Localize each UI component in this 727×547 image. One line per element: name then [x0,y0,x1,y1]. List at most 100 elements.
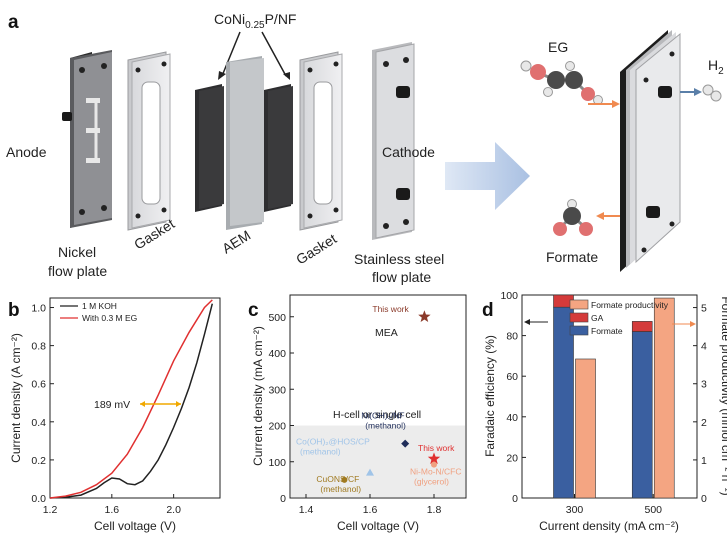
h2-out-arrowhead [694,88,702,96]
chart-b-xtick-label: 1.2 [43,504,58,516]
gasket-right-label: Gasket [293,230,339,267]
chart-b-ytick-label: 1.0 [31,303,46,315]
chart-b-series-line-1 [49,299,213,499]
legend-d-swatch-formate [569,325,589,336]
chart-d-ytick-right-label: 1 [701,455,707,467]
chart-c-xlabel: Cell voltage (V) [337,519,419,533]
catalyst-arrow-right [261,31,287,77]
chart-d-xlabel: Current density (mA cm⁻²) [539,519,679,533]
chart-d-ytick-label: 100 [500,290,518,302]
chart-b-ylabel: Current density (A cm⁻²) [9,333,23,463]
chart-b-series [49,299,214,499]
chart-d-bar-formate [631,331,653,499]
chart-d-ylabel-right: Formate productivity (mmol cm⁻² h⁻¹) [719,296,727,495]
chart-c-ticks: 1.4 1.6 1.8 0 100 200 300 400 500 [268,312,441,516]
legend-d-ga: GA [591,313,604,323]
chart-c-point-sublabel: (glycerol) [414,477,449,487]
chart-c-ytick-label: 0 [280,493,286,505]
formate-label: Formate [546,249,598,265]
aem-label: AEM [219,227,253,257]
chart-d-ytick-right-label: 2 [701,417,707,429]
h2-label: H2 [708,57,724,77]
h2-molecule [702,84,722,102]
legend-b-eg: With 0.3 M EG [82,313,137,323]
chart-d-xtick-label: 300 [566,504,584,516]
panel-b: b 1.2 1.6 2.0 0.0 0.2 0.4 0.6 0.8 1.0 1 M KOH Wi… [8,297,221,533]
legend-d-swatch-productivity [569,299,589,310]
formate-molecule [553,199,593,236]
chart-d-xtick-label: 500 [644,504,662,516]
eg-label: EG [548,39,568,55]
chart-d-ytick-label: 40 [506,412,518,424]
chart-d-frame [521,294,698,499]
process-arrow [445,142,530,210]
electrode-right [264,84,293,212]
chart-c-xtick-label: 1.8 [427,504,442,516]
chart-c-point-circle [431,461,437,468]
chart-c-point-diamond [401,439,410,448]
chart-b-xlabel: Cell voltage (V) [94,519,176,533]
chart-b-ytick-label: 0.4 [31,417,46,429]
assembled-stack [620,30,681,272]
annotation-arrowhead-right [176,401,181,407]
chart-d-left-axis-arrowhead [524,319,530,325]
eg-molecule [520,60,603,105]
chart-d-bar-formate [553,306,574,499]
chart-d-ticks: 0 20 40 60 80 100 0 1 2 3 4 5 [500,290,707,505]
chart-c-xtick-label: 1.4 [299,504,314,516]
chart-c-point-label: This work [372,304,409,314]
chart-d-bar-productivity [653,297,675,499]
chart-d-bars: 300 500 [553,294,675,516]
nickel-plate-line1: Nickel [58,244,96,260]
chart-c-ytick-label: 400 [268,348,286,360]
chart-d-legend: Formate productivity GA Formate [569,299,669,336]
panel-d: d 0 20 40 60 80 100 0 1 2 3 4 5 300 500 Formate prod… [482,290,727,533]
legend-d-swatch-ga [569,312,589,323]
panel-c: c 1.4 1.6 1.8 0 100 200 300 400 500 MEA H-cell o… [248,294,467,533]
chart-c-point-label: This work [418,443,455,453]
nickel-flow-plate [62,50,112,228]
anode-label: Anode [6,144,47,160]
chart-c-point-star [418,310,431,322]
chart-b-ytick-label: 0.2 [31,455,46,467]
chart-b-ytick-label: 0.8 [31,341,46,353]
chart-c-point-label: Ni(OH)₂/NF [361,411,404,421]
chart-d-ytick-label: 20 [506,452,518,464]
steel-plate-line1: Stainless steel [354,251,444,267]
chart-b-xtick-label: 2.0 [166,504,181,516]
chart-d-ytick-right-label: 3 [701,379,707,391]
chart-d-bar-productivity [575,358,596,499]
annotation-arrowhead-left [140,401,145,407]
chart-c-point-circle [341,476,348,483]
chart-d-ytick-right-label: 4 [701,341,707,353]
chart-c-point-star [427,452,441,465]
chart-c-ytick-label: 500 [268,312,286,324]
formate-out-arrowhead [596,212,604,220]
legend-b-koh: 1 M KOH [82,301,117,311]
steel-plate-line2: flow plate [372,269,431,285]
gasket-right [299,51,343,231]
catalyst-arrow-left [221,31,241,77]
chart-b-series-line-0 [49,303,214,499]
chart-d-ytick-right-label: 5 [701,303,707,315]
legend-d-productivity: Formate productivity [591,300,669,310]
chart-b-legend: 1 M KOH With 0.3 M EG [60,301,137,323]
chart-c-points: This work Ni(OH)₂/NF (methanol) This work Ni… [296,304,461,494]
chart-b-frame [49,297,221,499]
annotation-189mv: 189 mV [94,399,130,411]
chart-c-point-label: Ni-Mo-N/CFC [410,467,461,477]
panel-c-label: c [248,300,259,321]
chart-d-ytick-right-label: 0 [701,493,707,505]
chart-c-point-sublabel: (methanol) [320,484,361,494]
catalyst-arrowhead-left [218,71,226,80]
panel-b-label: b [8,300,20,321]
chart-d-ytick-label: 80 [506,331,518,343]
cathode-label: Cathode [382,144,435,160]
chart-c-point-label: CuONS/CF [316,474,359,484]
aem-membrane [226,56,264,230]
chart-b-ticks: 1.2 1.6 2.0 0.0 0.2 0.4 0.6 0.8 1.0 [31,303,181,516]
chart-c-ylabel: Current density (mA cm⁻²) [251,326,265,466]
chart-b-xtick-label: 1.6 [105,504,120,516]
chart-c-xtick-label: 1.6 [363,504,378,516]
